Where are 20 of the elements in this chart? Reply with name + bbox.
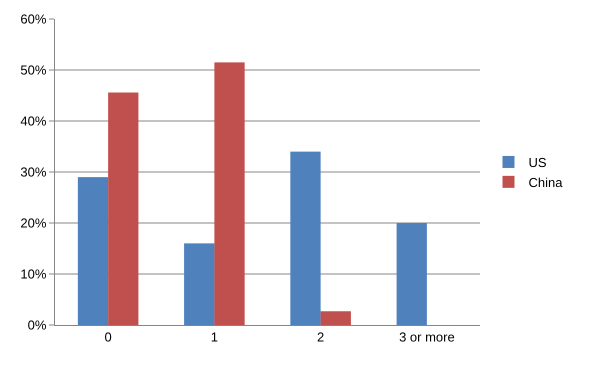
bar: [108, 92, 138, 325]
y-tick-label: 50%: [20, 62, 47, 78]
bar: [214, 62, 245, 325]
y-tick-label: 30%: [20, 164, 47, 180]
y-tick-label: 20%: [20, 216, 47, 231]
x-tick-label: 2: [317, 330, 324, 345]
x-tick-label: 0: [104, 330, 112, 345]
legend-label: China: [528, 174, 564, 190]
bar: [184, 243, 214, 325]
y-tick-label: 10%: [20, 266, 47, 282]
bar: [396, 223, 427, 325]
y-tick-label: 0%: [28, 318, 47, 333]
bar: [78, 177, 108, 325]
bar: [290, 152, 321, 325]
legend-label: US: [528, 155, 547, 170]
y-tick-label: 40%: [20, 114, 47, 129]
x-tick-label: 3 or more: [399, 330, 455, 345]
bar: [320, 311, 351, 325]
y-tick-label: 60%: [20, 12, 47, 27]
x-tick-label: 1: [210, 330, 218, 345]
